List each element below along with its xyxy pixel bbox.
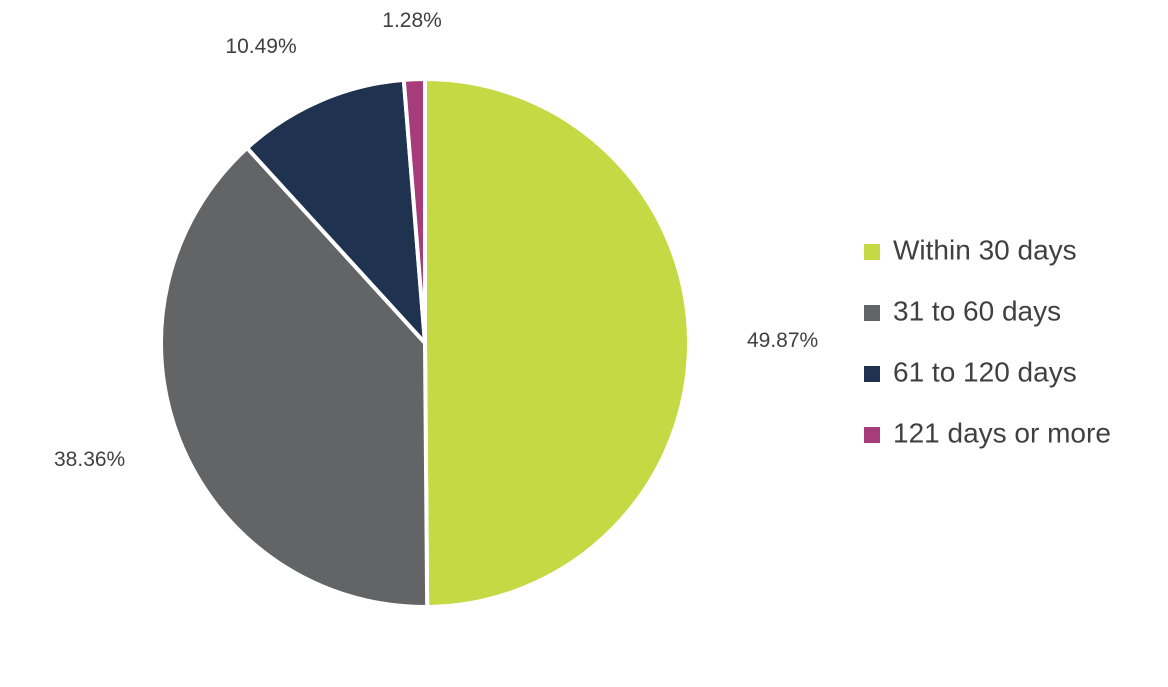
pie-slice	[245, 77, 427, 345]
legend-swatch	[864, 366, 880, 382]
pie-slice	[159, 145, 430, 609]
legend-swatch	[864, 305, 880, 321]
data-label: 1.28%	[382, 9, 442, 32]
legend-label: 121 days or more	[893, 417, 1111, 448]
legend-label: Within 30 days	[893, 234, 1077, 265]
pie-slice	[401, 77, 427, 345]
legend-swatch	[864, 244, 880, 260]
legend-swatch	[864, 427, 880, 443]
legend-label: 31 to 60 days	[893, 295, 1061, 326]
pie-slice	[423, 77, 691, 609]
legend-label: 61 to 120 days	[893, 356, 1077, 387]
data-label: 49.87%	[747, 329, 818, 352]
data-label: 38.36%	[54, 448, 125, 471]
data-label: 10.49%	[225, 35, 296, 58]
